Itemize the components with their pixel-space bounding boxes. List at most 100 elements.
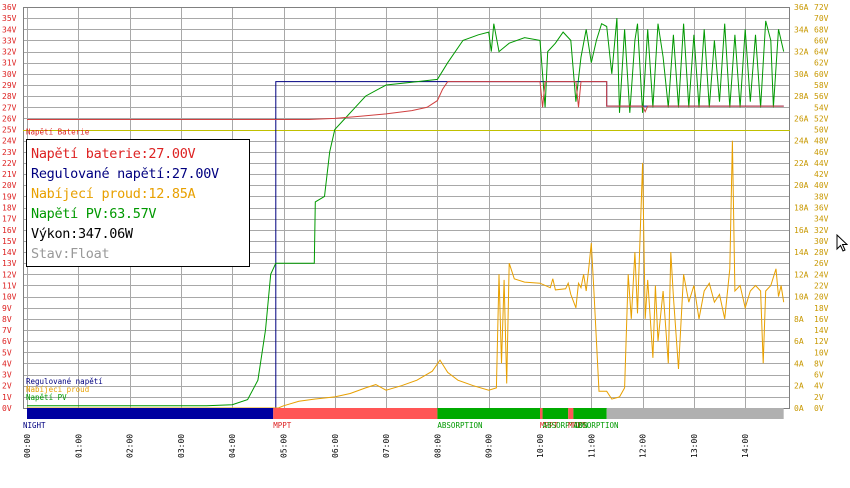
left-axis-tick-label: 19V [2,192,17,201]
left-axis-tick-label: 32V [2,48,17,57]
right-axis-pv-tick-label: 70V [814,14,829,23]
right-axis-pv-tick-label: 62V [814,59,829,68]
right-axis-current-tick-label: 0A [794,404,804,413]
left-axis-tick-label: 30V [2,70,17,79]
state-segment [568,408,574,419]
state-segment [573,408,607,419]
right-axis-pv-tick-label: 32V [814,226,829,235]
right-axis-current-tick-label: 26A [794,114,809,123]
left-axis-tick-label: 9V [2,304,12,313]
info-battery-voltage: Napětí baterie:27.00V [31,146,196,162]
info-charging-current: Nabíjecí proud:12.85A [31,186,196,202]
right-axis-pv-tick-label: 60V [814,70,829,79]
right-axis-current-tick-label: 4A [794,359,804,368]
left-axis-tick-label: 17V [2,215,17,224]
right-axis-pv-tick-label: 2V [814,393,824,402]
state-segment [27,408,274,419]
left-axis-tick-label: 12V [2,270,17,279]
left-axis-tick-label: 13V [2,259,17,268]
right-axis-pv-tick-label: 34V [814,215,829,224]
info-regulated-voltage: Regulované napětí:27.00V [31,166,219,182]
state-segment [606,408,784,419]
left-axis-tick-label: 20V [2,181,17,190]
right-axis-pv-tick-label: 8V [814,359,824,368]
right-axis-pv-tick-label: 44V [814,159,829,168]
state-segment [273,408,438,419]
right-axis-pv-tick-label: 26V [814,259,829,268]
left-axis-tick-label: 18V [2,204,17,213]
left-axis-tick-label: 5V [2,348,12,357]
right-axis-pv-tick-label: 68V [814,25,829,34]
right-axis-pv-tick-label: 50V [814,126,829,135]
right-axis-current-tick-label: 10A [794,293,809,302]
left-axis-tick-label: 0V [2,404,12,413]
left-axis-tick-label: 7V [2,326,12,335]
left-axis-tick-label: 25V [2,126,17,135]
right-axis-pv-tick-label: 6V [814,371,824,380]
right-axis-pv-tick-label: 18V [814,304,829,313]
x-axis-tick-label: 13:00 [690,434,699,458]
left-axis-tick-label: 26V [2,114,17,123]
right-axis-current-tick-label: 6A [794,337,804,346]
x-axis-tick-label: 14:00 [741,434,750,458]
left-axis-tick-label: 2V [2,382,12,391]
right-axis-pv-tick-label: 12V [814,337,829,346]
x-axis-tick-label: 06:00 [331,434,340,458]
x-axis-tick-label: 04:00 [228,434,237,458]
left-axis-tick-label: 27V [2,103,17,112]
right-axis-current-tick-label: 36A [794,3,809,12]
right-axis-current-tick-label: 24A [794,137,809,146]
right-axis-pv-tick-label: 54V [814,103,829,112]
x-axis-tick-label: 05:00 [280,434,289,458]
right-axis-pv-tick-label: 14V [814,326,829,335]
state-label: MPPT [540,421,559,430]
left-axis-tick-label: 14V [2,248,17,257]
legend-entry: Regulované napětí [26,377,103,386]
state-label: MPPT [568,421,587,430]
left-axis-tick-label: 29V [2,81,17,90]
right-axis-pv-tick-label: 58V [814,81,829,90]
right-axis-pv-tick-label: 24V [814,270,829,279]
x-axis-tick-label: 02:00 [126,434,135,458]
state-segment [540,408,543,419]
right-axis-pv-tick-label: 52V [814,114,829,123]
left-axis-tick-label: 31V [2,59,17,68]
x-axis-tick-label: 00:00 [23,434,32,458]
right-axis-current-tick-label: 30A [794,70,809,79]
info-panel: Napětí baterie:27.00V Regulované napětí:… [26,139,250,267]
state-label: ABSORPTION [573,421,618,430]
right-axis-pv-tick-label: 56V [814,92,829,101]
left-axis-tick-label: 34V [2,25,17,34]
info-power: Výkon:347.06W [31,226,133,242]
left-axis-tick-label: 35V [2,14,17,23]
left-axis-tick-label: 10V [2,293,17,302]
reference-line-label: Napětí Baterie [26,128,90,137]
left-axis-tick-label: 28V [2,92,17,101]
state-label: NIGHT [23,421,46,430]
right-axis-pv-tick-label: 42V [814,170,829,179]
right-axis-pv-tick-label: 28V [814,248,829,257]
right-axis-pv-tick-label: 72V [814,3,829,12]
left-axis-tick-label: 6V [2,337,12,346]
series-line-2 [27,18,785,407]
state-label: ABSORPTION [437,421,482,430]
right-axis-pv-tick-label: 66V [814,36,829,45]
right-axis-pv-tick-label: 64V [814,48,829,57]
right-axis-pv-tick-label: 38V [814,192,829,201]
left-axis-tick-label: 16V [2,226,17,235]
right-axis-current-tick-label: 34A [794,25,809,34]
x-axis-tick-label: 09:00 [485,434,494,458]
left-axis-tick-label: 8V [2,315,12,324]
state-label: MPPT [273,421,292,430]
left-axis-tick-label: 11V [2,281,17,290]
right-axis-current-tick-label: 16A [794,226,809,235]
right-axis-current-tick-label: 20A [794,181,809,190]
x-axis-tick-label: 12:00 [639,434,648,458]
right-axis-current-tick-label: 18A [794,204,809,213]
right-axis-pv-tick-label: 0V [814,404,824,413]
left-axis-tick-label: 4V [2,359,12,368]
right-axis-current-tick-label: 2A [794,382,804,391]
mouse-cursor-icon [836,234,848,252]
left-axis-tick-label: 33V [2,36,17,45]
left-axis-tick-label: 3V [2,371,12,380]
